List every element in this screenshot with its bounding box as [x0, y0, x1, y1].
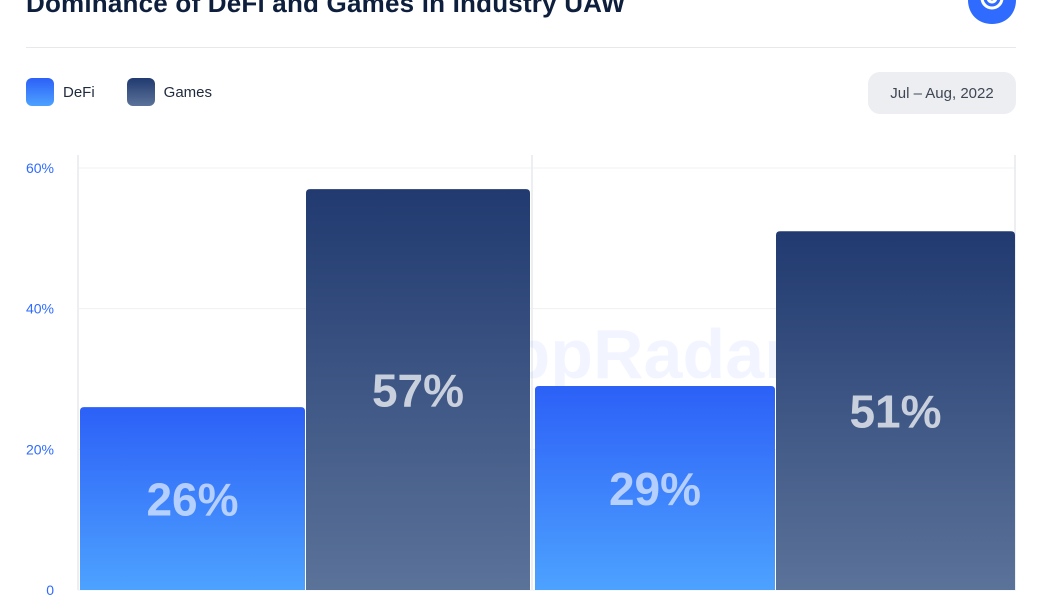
date-range-selector[interactable]: Jul – Aug, 2022	[868, 72, 1016, 114]
y-tick-label: 60%	[26, 160, 54, 176]
data-label-games-1: 57%	[372, 365, 464, 417]
bar-games-1	[306, 189, 530, 590]
bar-games-2	[776, 231, 1015, 591]
y-tick-label: 20%	[26, 441, 54, 457]
legend-swatch-games	[126, 78, 155, 106]
y-tick-label: 0	[46, 582, 54, 598]
legend-item-defi[interactable]: DeFi	[26, 78, 95, 106]
data-label-games-2: 51%	[849, 386, 941, 438]
bar-defi-1	[80, 407, 305, 590]
data-label-defi-1: 26%	[146, 474, 238, 526]
bar-defi-2	[535, 386, 775, 590]
chart-legend: DeFi Games	[26, 78, 244, 106]
legend-item-games[interactable]: Games	[126, 78, 213, 106]
data-label-defi-2: 29%	[609, 463, 701, 515]
dappradar-logo-icon	[968, 0, 1016, 24]
legend-label-defi: DeFi	[63, 83, 95, 101]
header-divider	[26, 47, 1016, 48]
legend-swatch-defi	[26, 78, 54, 106]
y-tick-label: 40%	[26, 301, 54, 317]
legend-label-games: Games	[163, 83, 213, 101]
chart-title: Dominance of DeFi and Games in Industry …	[26, 0, 626, 18]
